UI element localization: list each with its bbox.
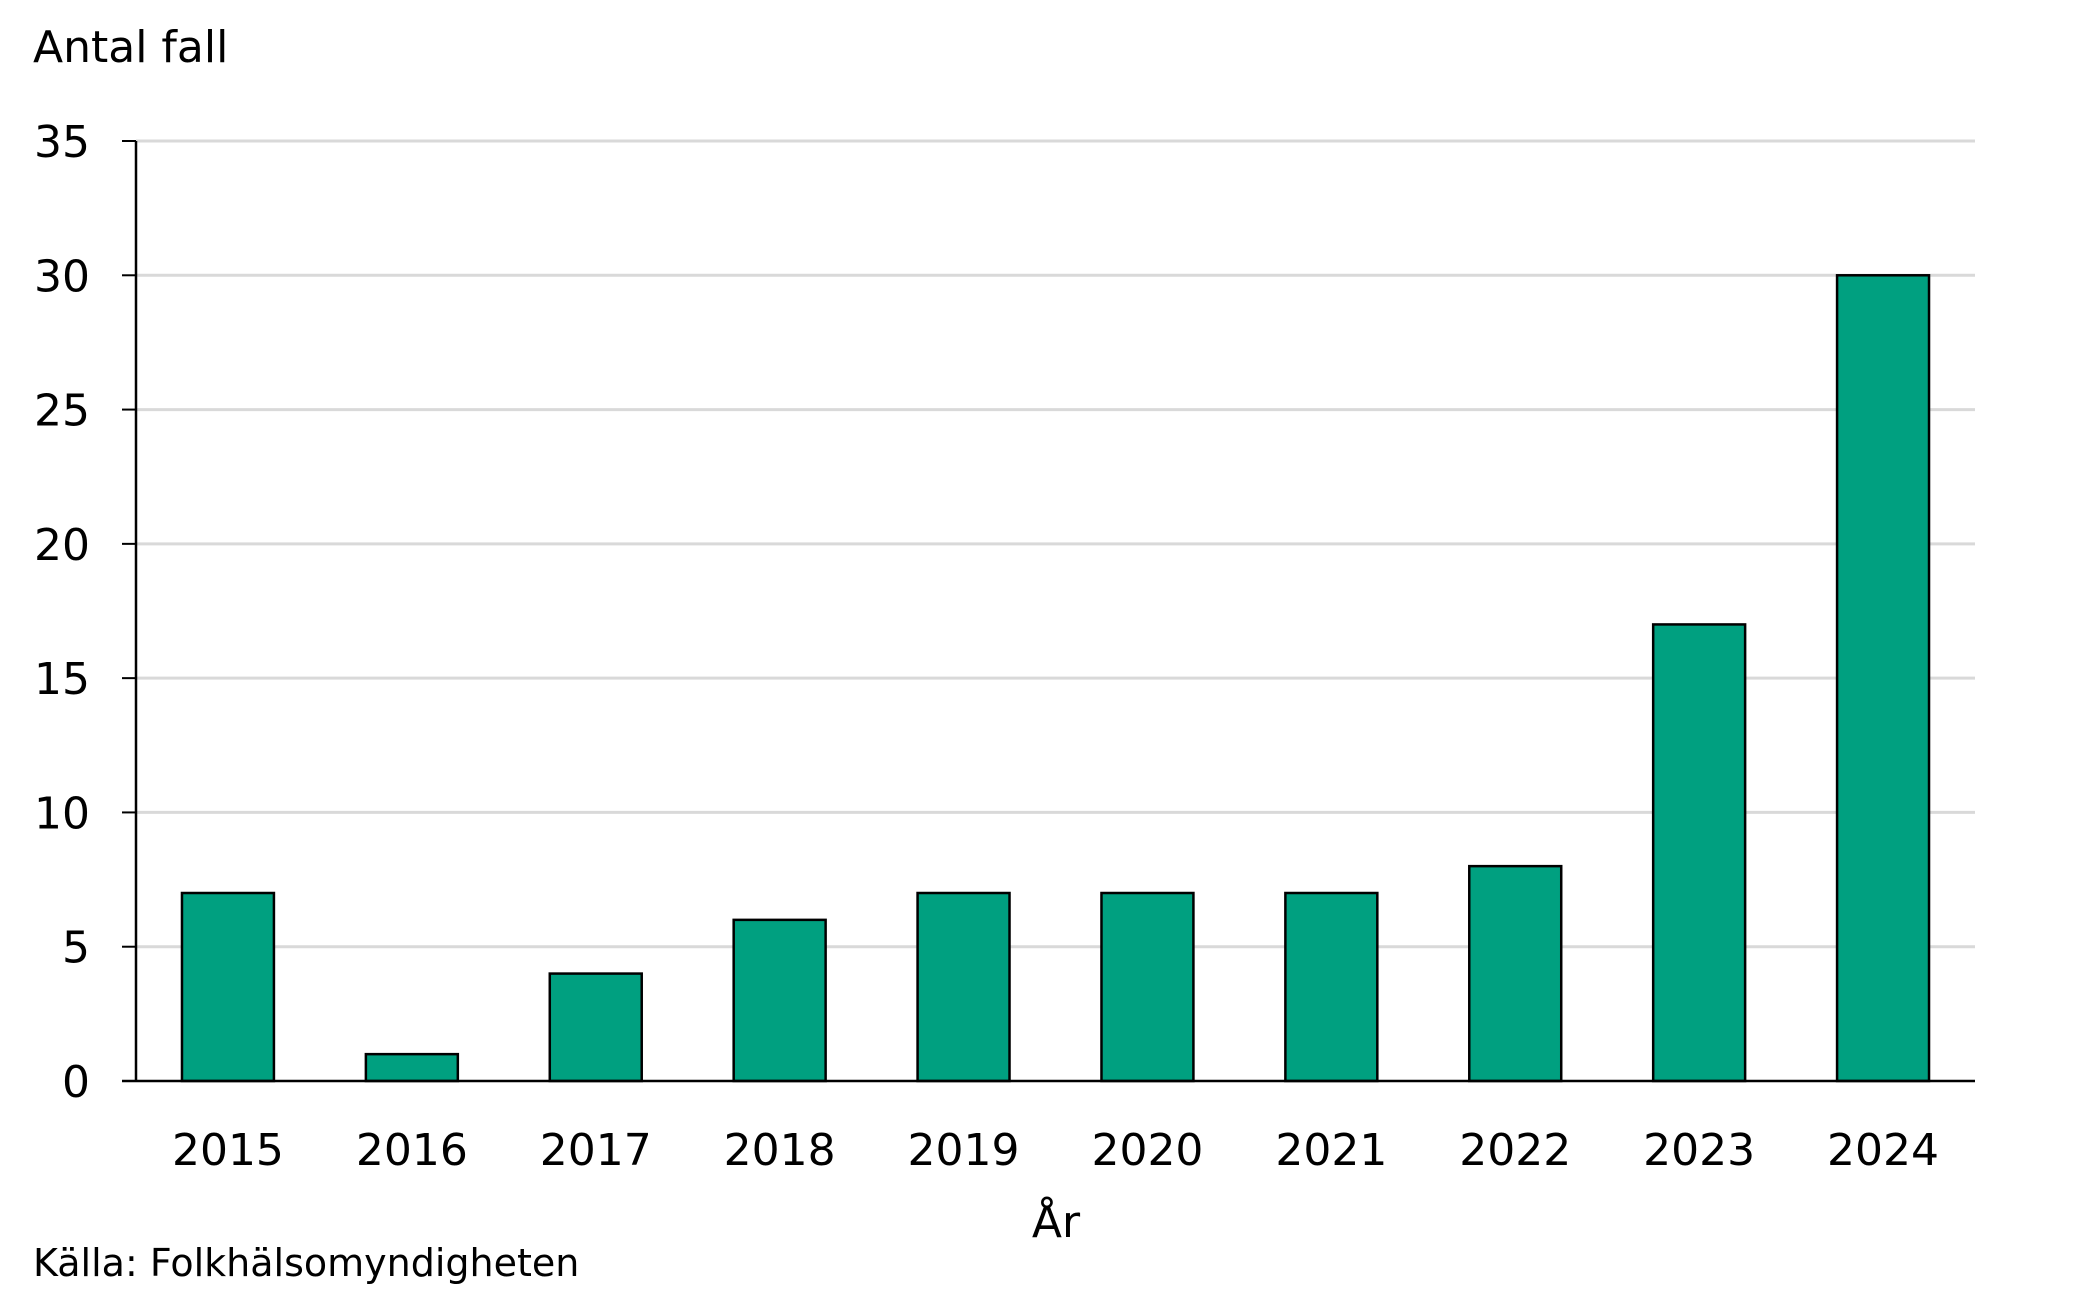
bar-2019 — [916, 891, 1011, 1083]
y-tick-label-30: 30 — [34, 251, 90, 302]
bar-2023 — [1651, 623, 1747, 1083]
y-tick-label-5: 5 — [62, 923, 90, 974]
x-tick-label-2015: 2015 — [172, 1125, 284, 1176]
bar-2018 — [732, 918, 827, 1083]
bar-2022 — [1468, 864, 1563, 1083]
bar-2024 — [1835, 274, 1931, 1083]
x-tick-label-2021: 2021 — [1275, 1125, 1387, 1176]
axes — [122, 141, 1975, 1083]
y-tick-label-10: 10 — [34, 788, 90, 839]
y-tick-label-20: 20 — [34, 520, 90, 571]
bar-2017 — [548, 972, 643, 1083]
y-tick-label-15: 15 — [34, 654, 90, 705]
x-tick-label-2018: 2018 — [724, 1125, 836, 1176]
x-tick-label-2022: 2022 — [1459, 1125, 1571, 1176]
x-ticks: 2015 2016 2017 2018 2019 2020 2021 2022 2023 2024 — [172, 1125, 1939, 1176]
x-tick-label-2023: 2023 — [1643, 1125, 1755, 1176]
x-tick-label-2024: 2024 — [1827, 1125, 1939, 1176]
bars — [180, 274, 1931, 1083]
x-tick-label-2017: 2017 — [540, 1125, 652, 1176]
y-tick-label-25: 25 — [34, 386, 90, 437]
bar-2021 — [1284, 891, 1379, 1083]
bar-2015 — [180, 891, 276, 1083]
y-ticks: 0 5 10 15 20 25 30 35 — [34, 117, 136, 1108]
grid-lines — [136, 139, 1975, 949]
source-note: Källa: Folkhälsomyndigheten — [33, 1241, 579, 1285]
bar-2016 — [364, 1052, 460, 1083]
x-tick-label-2020: 2020 — [1091, 1125, 1203, 1176]
y-tick-label-35: 35 — [34, 117, 90, 168]
y-axis-title: Antal fall — [33, 22, 228, 73]
x-tick-label-2016: 2016 — [356, 1125, 468, 1176]
bar-2020 — [1100, 891, 1195, 1083]
y-tick-label-0: 0 — [62, 1057, 90, 1108]
x-tick-label-2019: 2019 — [908, 1125, 1020, 1176]
x-axis-title: År — [1032, 1195, 1081, 1248]
